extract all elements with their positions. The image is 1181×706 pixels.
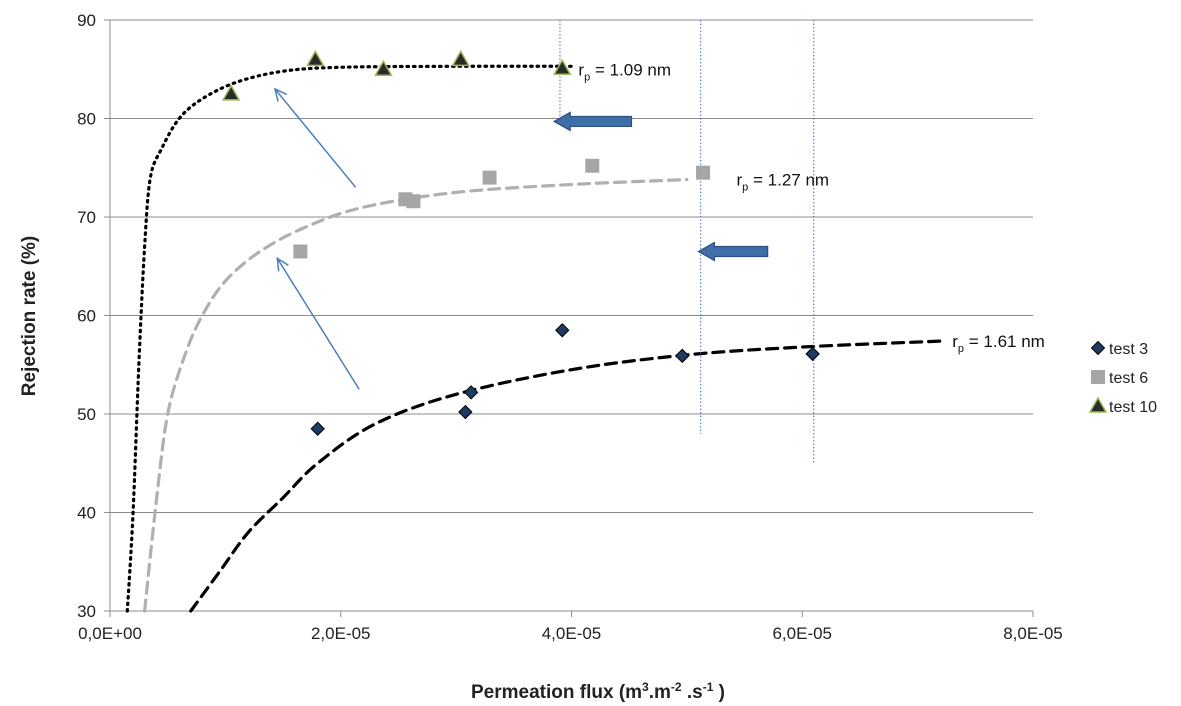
thin-arrow-head-1 xyxy=(273,87,288,102)
x-title-base: Permeation flux (m xyxy=(471,682,642,703)
point-triangle-3-3 xyxy=(374,59,393,76)
legend: test 3 test 6 test 10 xyxy=(1088,340,1157,416)
legend-marker-3 xyxy=(1088,396,1108,413)
point-diamond-1-6 xyxy=(805,346,820,362)
thin-arrow-line-1 xyxy=(274,88,357,188)
point-square-2-3 xyxy=(406,194,421,209)
annotations xyxy=(273,20,815,464)
x-title-sup1: 3 xyxy=(642,680,649,694)
block-arrow-icon-2 xyxy=(697,241,769,262)
point-triangle-3-2 xyxy=(306,49,325,67)
fit-label-2: rp = 1.27 nm xyxy=(736,171,829,194)
point-diamond-1-1 xyxy=(310,421,325,436)
fit-curve-2 xyxy=(143,177,689,613)
gridlines xyxy=(110,19,1033,513)
point-diamond-1-5 xyxy=(675,348,690,364)
x-tick-label: 6,0E-05 xyxy=(772,624,832,643)
point-diamond-1-4 xyxy=(555,323,570,338)
fit-curve-1 xyxy=(125,64,574,613)
x-title-sup2: -2 xyxy=(671,680,682,694)
y-tick-label: 60 xyxy=(77,307,96,326)
y-tick-label: 80 xyxy=(77,110,96,129)
x-tick-label: 2,0E-05 xyxy=(311,624,371,643)
tick-labels: 30 40 50 60 70 80 90 0,0E+00 2,0E-05 4,0E-05 6,0E-… xyxy=(77,11,1063,643)
y-tick-label: 90 xyxy=(77,11,96,30)
y-tick-label: 30 xyxy=(77,602,96,621)
block-arrow-icon-1 xyxy=(552,111,633,132)
legend-label-2: test 6 xyxy=(1109,370,1148,387)
legend-label-1: test 3 xyxy=(1109,341,1148,358)
x-tick-label: 4,0E-05 xyxy=(542,624,602,643)
x-title-mid2: .s xyxy=(682,682,703,703)
y-tick-label: 40 xyxy=(77,504,96,523)
legend-marker-2 xyxy=(1091,370,1105,384)
point-square-2-4 xyxy=(482,170,497,185)
x-title-sup3: -1 xyxy=(703,680,714,694)
axes xyxy=(104,19,1034,617)
legend-marker-1 xyxy=(1090,340,1106,356)
fit-label-1: rp = 1.09 nm xyxy=(578,60,671,83)
point-triangle-3-5 xyxy=(552,58,572,76)
x-axis-title: Permeation flux (m3.m-2 .s-1 ) xyxy=(471,680,725,703)
y-axis-title: Rejection rate (%) xyxy=(19,236,40,396)
fit-labels: rp = 1.09 nm rp = 1.27 nm rp = 1.61 nm xyxy=(578,60,1044,355)
data-points xyxy=(221,49,820,436)
fit-curve-3 xyxy=(189,339,943,613)
point-square-2-6 xyxy=(696,165,711,180)
x-tick-label: 8,0E-05 xyxy=(1003,624,1063,643)
point-square-2-1 xyxy=(293,244,308,259)
x-title-mid1: .m xyxy=(649,682,671,703)
y-tick-label: 50 xyxy=(77,405,96,424)
point-triangle-3-4 xyxy=(451,49,471,67)
point-triangle-3-1 xyxy=(221,84,241,101)
point-diamond-1-3 xyxy=(463,385,479,400)
fit-curves xyxy=(125,64,943,613)
thin-arrow-line-2 xyxy=(276,257,360,390)
point-square-2-5 xyxy=(585,158,600,173)
x-tick-label: 0,0E+00 xyxy=(78,624,142,643)
fit-label-3: rp = 1.61 nm xyxy=(952,332,1045,355)
point-diamond-1-2 xyxy=(458,404,473,420)
thin-arrow-head-2 xyxy=(276,256,289,272)
x-title-end: ) xyxy=(713,682,725,703)
y-tick-label: 70 xyxy=(77,208,96,227)
legend-label-3: test 10 xyxy=(1109,399,1157,416)
